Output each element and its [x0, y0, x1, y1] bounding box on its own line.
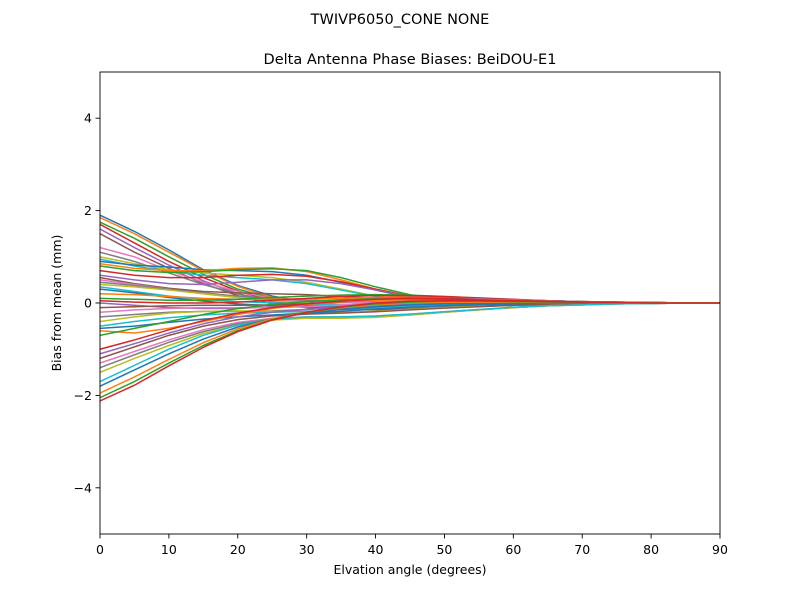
x-tick-label: 70: [574, 542, 590, 557]
y-tick-label: 2: [84, 203, 92, 218]
y-axis-label: Bias from mean (mm): [49, 235, 64, 372]
x-tick-label: 40: [368, 542, 384, 557]
series-layer: [100, 214, 720, 402]
x-tick-label: 60: [505, 542, 521, 557]
y-tick-label: −4: [74, 480, 92, 495]
figure-suptitle: TWIVP6050_CONE NONE: [310, 12, 490, 28]
x-tick-label: 80: [643, 542, 659, 557]
x-tick-label: 20: [230, 542, 246, 557]
x-tick-label: 90: [712, 542, 728, 557]
chart-title: Delta Antenna Phase Biases: BeiDOU-E1: [264, 52, 557, 68]
y-tick-label: 4: [84, 111, 92, 126]
series-line-44: [100, 299, 720, 402]
x-tick-label: 50: [436, 542, 452, 557]
x-tick-label: 30: [299, 542, 315, 557]
y-tick-label: −2: [74, 388, 92, 403]
series-line-40: [100, 302, 720, 383]
y-tick-label: 0: [84, 296, 92, 311]
x-tick-label: 10: [161, 542, 177, 557]
y-axis: −4 −2 0 2 4: [74, 111, 100, 495]
x-tick-label: 0: [96, 542, 104, 557]
x-axis-label: Elvation angle (degrees): [333, 562, 486, 577]
x-axis: 0 10 20 30 40 50 60 70 80 90: [96, 534, 728, 557]
